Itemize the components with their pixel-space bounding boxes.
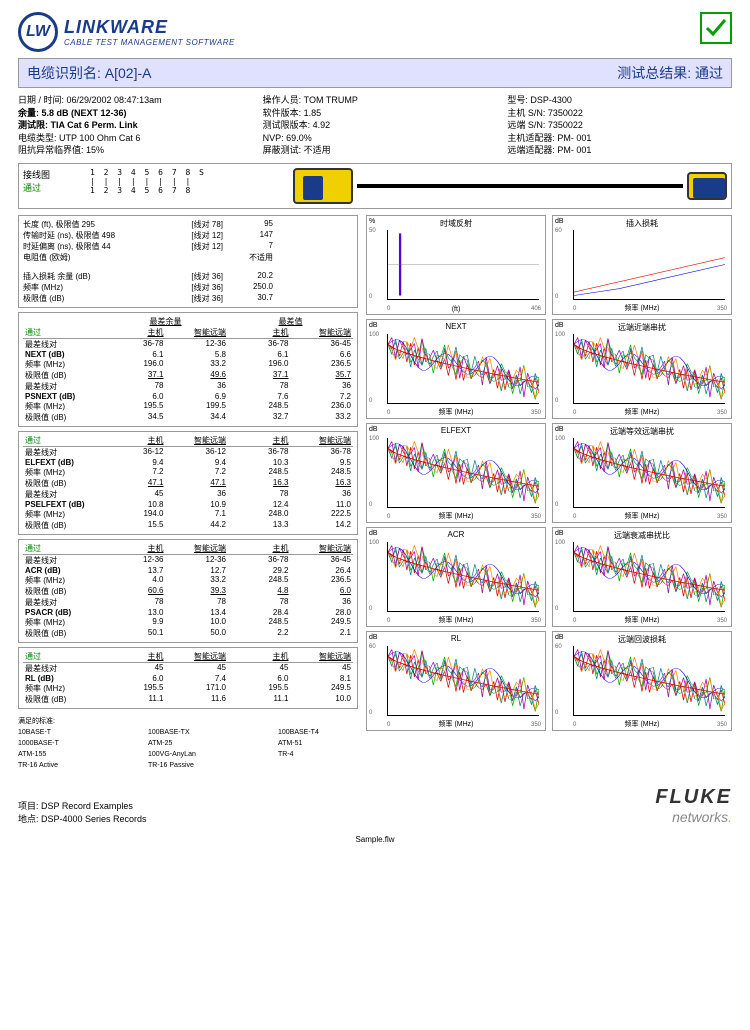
chart-远端近端串扰: 远端近端串扰dB10003500频率 (MHz) bbox=[552, 319, 732, 419]
info-remote-sn: 远端 S/N: 7350022 bbox=[507, 119, 732, 132]
info-cabletype: 电缆类型: UTP 100 Ohm Cat 6 bbox=[18, 132, 243, 145]
footer-site: 地点: DSP-4000 Series Records bbox=[18, 813, 147, 826]
measurements-box: 长度 (ft), 极限值 295[线对 78]95 传输时延 (ns), 极限值… bbox=[18, 215, 358, 308]
info-remote-adapter: 远端适配器: PM- 001 bbox=[507, 144, 732, 157]
acr-table: 通过主机智能远端主机智能远端最差线对12-3612-3636-7836-45AC… bbox=[18, 539, 358, 643]
info-main-sn: 主机 S/N: 7350022 bbox=[507, 107, 732, 120]
chart-ACR: ACRdB10003500频率 (MHz) bbox=[366, 527, 546, 627]
remote-tester-icon bbox=[687, 172, 727, 200]
overall-result: 测试总结果: 通过 bbox=[617, 63, 723, 83]
logo: LW LINKWARE CABLE TEST MANAGEMENT SOFTWA… bbox=[18, 12, 235, 52]
title-bar: 电缆识别名: A[02]-A 测试总结果: 通过 bbox=[18, 58, 732, 88]
cable-id: 电缆识别名: A[02]-A bbox=[27, 63, 151, 83]
fluke-logo: FLUKE networks. bbox=[655, 786, 732, 825]
info-datetime: 日期 / 时间: 06/29/2002 08:47:13am bbox=[18, 94, 243, 107]
footer-project: 项目: DSP Record Examples bbox=[18, 800, 147, 813]
chart-时域反射: 时域反射%5004060(ft) bbox=[366, 215, 546, 315]
info-testlimit: 测试限: TIA Cat 6 Perm. Link bbox=[18, 119, 243, 132]
wiremap-row: 接线图 通过 1 2 3 4 5 6 7 8 S | | | | | | | |… bbox=[18, 163, 732, 209]
device-diagram bbox=[293, 168, 727, 204]
wiremap-label: 接线图 bbox=[23, 168, 50, 181]
sample-filename: Sample.flw bbox=[0, 835, 750, 844]
info-threshold: 阻抗异常临界值: 15% bbox=[18, 144, 243, 157]
info-nvp: NVP: 69.0% bbox=[263, 132, 488, 145]
info-limitver: 测试限版本: 4.92 bbox=[263, 119, 488, 132]
chart-远端等效远端串扰: 远端等效远端串扰dB10003500频率 (MHz) bbox=[552, 423, 732, 523]
charts-column: 时域反射%5004060(ft)插入损耗dB6003500频率 (MHz)NEX… bbox=[366, 215, 732, 770]
chart-RL: RLdB6003500频率 (MHz) bbox=[366, 631, 546, 731]
logo-subtitle: CABLE TEST MANAGEMENT SOFTWARE bbox=[64, 38, 235, 47]
info-shield: 屏蔽测试: 不适用 bbox=[263, 144, 488, 157]
logo-icon: LW bbox=[18, 12, 58, 52]
info-swver: 软件版本: 1.85 bbox=[263, 107, 488, 120]
info-grid: 日期 / 时间: 06/29/2002 08:47:13am 余量: 5.8 d… bbox=[18, 94, 732, 157]
info-headroom: 余量: 5.8 dB (NEXT 12-36) bbox=[18, 107, 243, 120]
wiremap-pass: 通过 bbox=[23, 181, 50, 194]
next-table: 最差余量最差值通过主机智能远端主机智能远端最差线对36-7812-3636-78… bbox=[18, 312, 358, 427]
info-operator: 操作人员: TOM TRUMP bbox=[263, 94, 488, 107]
header: LW LINKWARE CABLE TEST MANAGEMENT SOFTWA… bbox=[18, 12, 732, 52]
rl-table: 通过主机智能远端主机智能远端最差线对45454545RL (dB)6.07.46… bbox=[18, 647, 358, 709]
chart-NEXT: NEXTdB10003500频率 (MHz) bbox=[366, 319, 546, 419]
pass-checkmark-icon bbox=[700, 12, 732, 44]
chart-远端衰减串扰比: 远端衰减串扰比dB10003500频率 (MHz) bbox=[552, 527, 732, 627]
footer: 项目: DSP Record Examples 地点: DSP-4000 Ser… bbox=[0, 782, 750, 829]
chart-远端回波损耗: 远端回波损耗dB6003500频率 (MHz) bbox=[552, 631, 732, 731]
main-tester-icon bbox=[293, 168, 353, 204]
info-main-adapter: 主机适配器: PM- 001 bbox=[507, 132, 732, 145]
wiremap-pins: 1 2 3 4 5 6 7 8 S | | | | | | | | 1 2 3 … bbox=[90, 168, 206, 195]
elfext-table: 通过主机智能远端主机智能远端最差线对36-1236-1236-7836-78EL… bbox=[18, 431, 358, 535]
chart-ELFEXT: ELFEXTdB10003500频率 (MHz) bbox=[366, 423, 546, 523]
standards: 满足的标准: 10BASE-T100BASE-TX100BASE-T41000B… bbox=[18, 717, 358, 770]
info-model: 型号: DSP-4300 bbox=[507, 94, 732, 107]
chart-插入损耗: 插入损耗dB6003500频率 (MHz) bbox=[552, 215, 732, 315]
logo-title: LINKWARE bbox=[64, 17, 235, 38]
